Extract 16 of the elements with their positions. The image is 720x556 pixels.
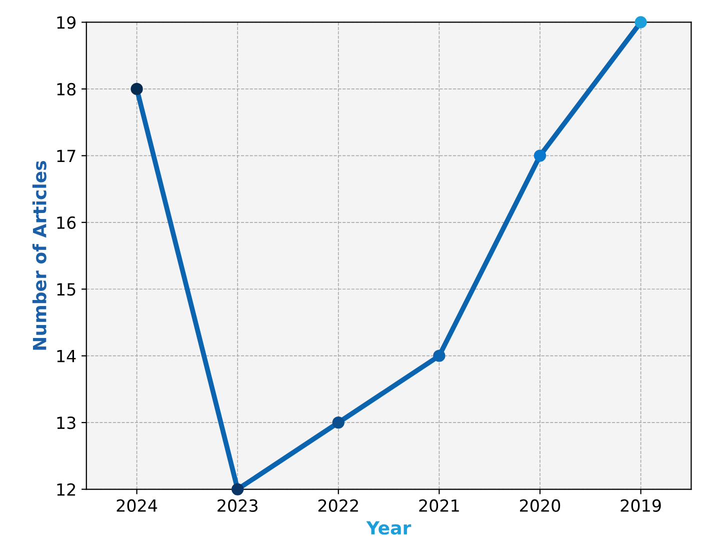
x-axis-title: Year <box>366 521 412 535</box>
y-tick-label: 18 <box>57 82 76 96</box>
y-axis-title: Number of Articles <box>32 160 46 350</box>
x-tick-label: 2023 <box>218 499 258 512</box>
y-tick-label: 17 <box>57 150 76 162</box>
x-tick-label: 2019 <box>620 499 661 512</box>
y-tick-label: 12 <box>57 483 76 496</box>
y-tick-label: 19 <box>57 16 76 29</box>
y-tick-label: 16 <box>57 216 76 229</box>
x-tick-label: 2022 <box>318 499 358 512</box>
x-tick-label: 2024 <box>116 499 158 512</box>
y-tick-label: 14 <box>57 350 76 362</box>
x-tick-label: 2021 <box>419 499 459 512</box>
y-tick-label: 15 <box>57 283 76 296</box>
y-tick-label: 13 <box>57 416 76 430</box>
x-tick-label: 2020 <box>520 499 560 512</box>
